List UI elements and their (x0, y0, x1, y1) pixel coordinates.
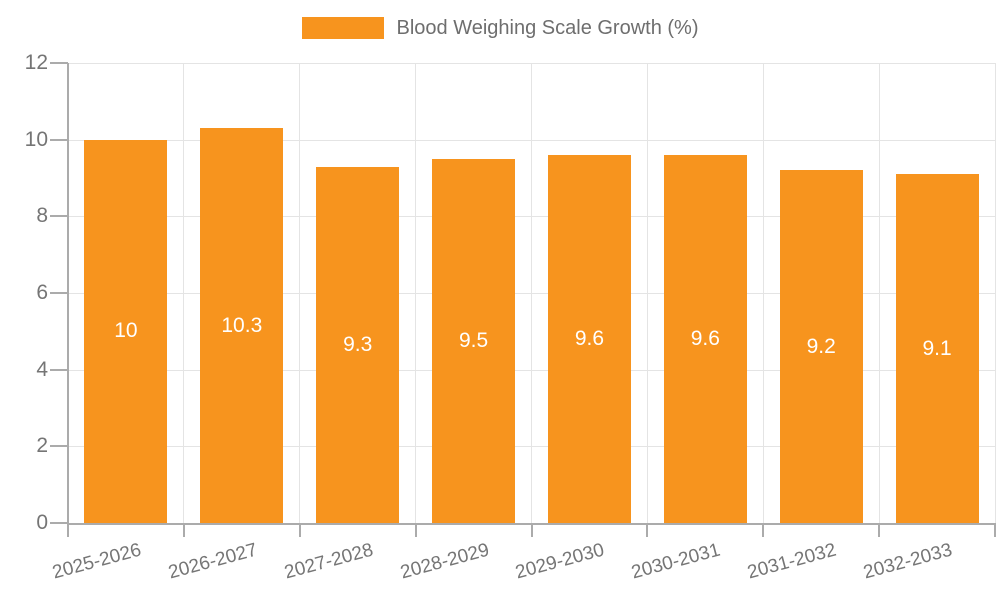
y-axis-tick (50, 138, 68, 141)
y-axis-tick-label: 4 (36, 357, 48, 381)
gridline-vertical (415, 63, 417, 523)
bar (84, 139, 168, 523)
y-axis-tick-label: 10 (24, 127, 48, 151)
gridline-vertical (878, 63, 880, 523)
x-axis-tick-label: 2029-2030 (513, 539, 607, 584)
bar-value-label: 10 (114, 319, 138, 343)
x-axis-tick (994, 523, 996, 537)
y-axis-tick (50, 62, 68, 64)
legend[interactable]: Blood Weighing Scale Growth (%) (0, 16, 1000, 40)
gridline-vertical (299, 63, 301, 523)
gridline-vertical (994, 63, 996, 523)
x-axis-tick (414, 523, 417, 537)
x-axis-tick (182, 523, 185, 537)
bar-value-label: 9.1 (922, 336, 952, 360)
bar-value-label: 9.5 (458, 328, 489, 352)
y-axis-tick (50, 445, 68, 448)
gridline-vertical (183, 63, 185, 523)
legend-swatch[interactable] (301, 17, 384, 39)
bar-value-label: 10.3 (221, 313, 263, 337)
gridline-vertical (762, 63, 764, 523)
y-axis-tick (50, 368, 68, 371)
y-axis-tick (50, 292, 68, 294)
bar-value-label: 9.6 (690, 327, 720, 350)
x-axis-tick (646, 523, 649, 537)
gridline-vertical (646, 63, 648, 523)
x-axis-tick (530, 523, 533, 537)
y-axis-tick (50, 522, 68, 524)
bar (432, 158, 516, 523)
legend-label[interactable]: Blood Weighing Scale Growth (%) (396, 17, 699, 39)
x-axis-tick-label: 2026-2027 (166, 539, 260, 584)
bar (779, 170, 863, 523)
bar (547, 155, 631, 523)
y-axis-tick-label: 6 (36, 281, 48, 304)
y-axis-tick (50, 215, 68, 218)
x-axis-tick-label: 2028-2029 (397, 539, 492, 584)
x-axis-tick-label: 2025-2026 (50, 539, 144, 584)
bar (316, 166, 400, 523)
x-axis-tick (67, 523, 69, 537)
y-axis-tick-label: 0 (36, 511, 48, 534)
bar-value-label: 9.6 (574, 327, 605, 350)
x-axis-tick-label: 2027-2028 (281, 539, 376, 584)
bar (895, 174, 979, 523)
y-axis-line (67, 63, 69, 523)
bar-value-label: 9.3 (343, 332, 373, 356)
gridline-vertical (531, 63, 532, 523)
y-axis-tick-label: 12 (24, 51, 48, 74)
bar (200, 128, 284, 523)
x-axis-tick (762, 523, 765, 537)
bar-value-label: 9.2 (806, 334, 836, 358)
y-axis-tick-label: 2 (36, 434, 48, 458)
x-axis-tick-label: 2031-2032 (745, 539, 839, 584)
x-axis-tick-label: 2032-2033 (861, 539, 955, 584)
x-axis-tick (298, 523, 301, 537)
x-axis-tick (878, 523, 881, 537)
x-axis-tick-label: 2030-2031 (629, 539, 723, 584)
bar (663, 155, 747, 523)
y-axis-tick-label: 8 (36, 204, 48, 228)
